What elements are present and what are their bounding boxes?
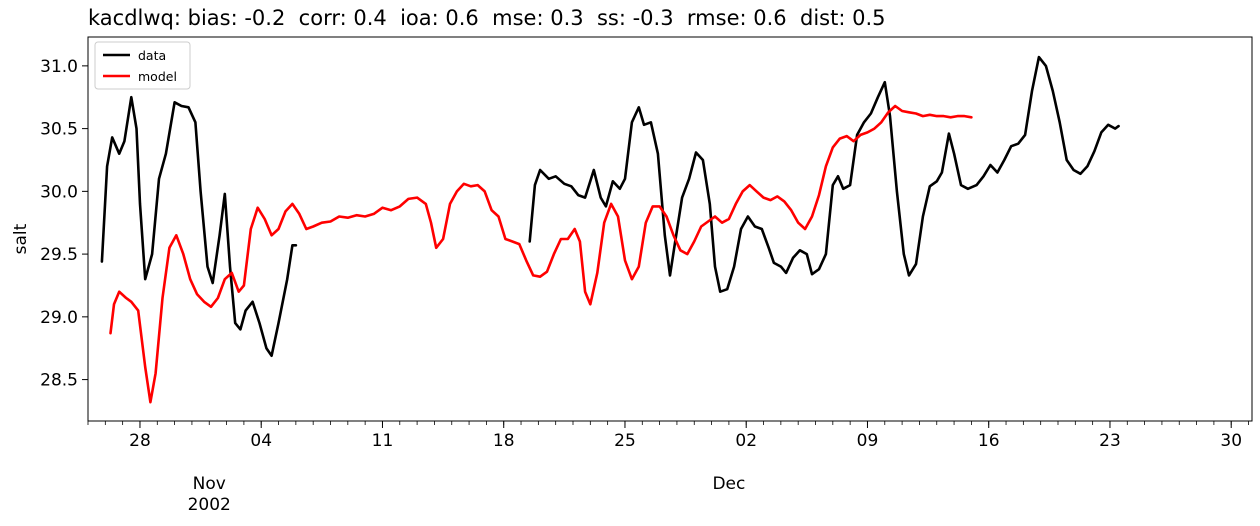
axes: 28.5 29.0 29.5 30.0 30.5 31.0 28 04 11 18 25 02 09 16… [40,36,1253,515]
plot-frame [87,36,1253,422]
x-tick-label: 28 [129,431,151,451]
x-tick-label: 18 [493,431,515,451]
x-tick-label: 09 [857,431,879,451]
x-tick-label: 02 [735,431,757,451]
x-month-label: Dec [712,474,745,494]
series-line-model-segment-1 [109,104,973,404]
y-tick-label: 30.5 [40,120,78,140]
x-tick-label: 16 [978,431,1000,451]
chart-title: kacdlwq: bias: -0.2 corr: 0.4 ioa: 0.6 m… [88,6,886,30]
y-tick-label: 29.5 [40,245,78,265]
x-tick-label: 30 [1220,431,1242,451]
series-line-data-segment-1 [100,95,298,357]
y-axis-label: salt [11,223,31,254]
y-tick-label: 30.0 [40,182,78,202]
y-tick-label: 28.5 [40,371,78,391]
series-line-data-segment-2 [528,55,1120,293]
x-tick-label: 23 [1099,431,1121,451]
y-tick-label: 29.0 [40,308,78,328]
legend: data model [94,41,191,90]
legend-label-model: model [138,69,177,84]
legend-label-data: data [138,48,166,63]
x-month-label: Nov 2002 [188,474,231,515]
x-tick-label: 11 [372,431,394,451]
x-tick-label: 25 [614,431,636,451]
x-tick-label: 04 [250,431,272,451]
plot-area [100,55,1120,404]
y-tick-label: 31.0 [40,57,78,77]
